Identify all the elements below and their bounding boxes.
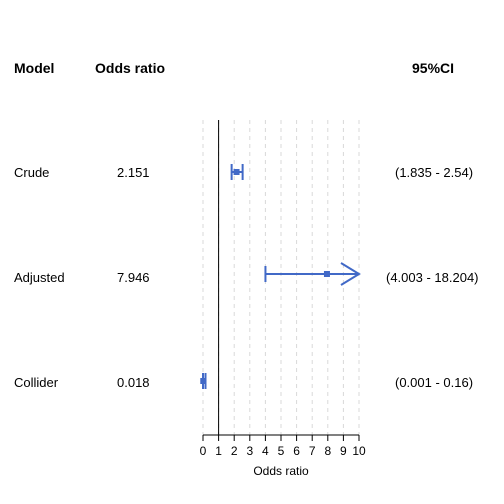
x-tick-label: 3 <box>246 444 253 458</box>
row-odds-ratio: 2.151 <box>117 165 150 180</box>
x-tick-label: 9 <box>340 444 347 458</box>
x-tick-label: 2 <box>231 444 238 458</box>
x-tick-label: 8 <box>324 444 331 458</box>
point-estimate <box>200 378 207 384</box>
row-model-label: Collider <box>14 375 59 390</box>
row-odds-ratio: 7.946 <box>117 270 150 285</box>
header-model: Model <box>14 60 55 76</box>
header-odds-ratio: Odds ratio <box>95 60 166 76</box>
grid-layer <box>202 120 360 435</box>
x-tick-label: 1 <box>215 444 222 458</box>
point-estimate <box>323 271 330 277</box>
row-model-label: Adjusted <box>14 270 65 285</box>
x-tick-label: 6 <box>293 444 300 458</box>
row-ci-label: (4.003 - 18.204) <box>386 270 479 285</box>
row-ci-label: (1.835 - 2.54) <box>395 165 474 180</box>
x-tick-label: 4 <box>262 444 269 458</box>
x-tick-label: 7 <box>309 444 316 458</box>
ci-upper-arrow <box>340 262 361 286</box>
x-axis: 0 1 2 3 4 5 6 7 8 9 10 <box>200 434 366 458</box>
row-model-label: Crude <box>14 165 50 180</box>
row-ci-label: (0.001 - 0.16) <box>395 375 474 390</box>
x-axis-label: Odds ratio <box>253 464 309 478</box>
header-95ci: 95%CI <box>412 60 455 76</box>
x-tick-label: 0 <box>200 444 207 458</box>
row-odds-ratio: 0.018 <box>117 375 150 390</box>
x-tick-label: 5 <box>278 444 285 458</box>
x-tick-label: 10 <box>352 444 366 458</box>
marks-layer <box>200 164 361 389</box>
point-estimate <box>233 169 240 175</box>
